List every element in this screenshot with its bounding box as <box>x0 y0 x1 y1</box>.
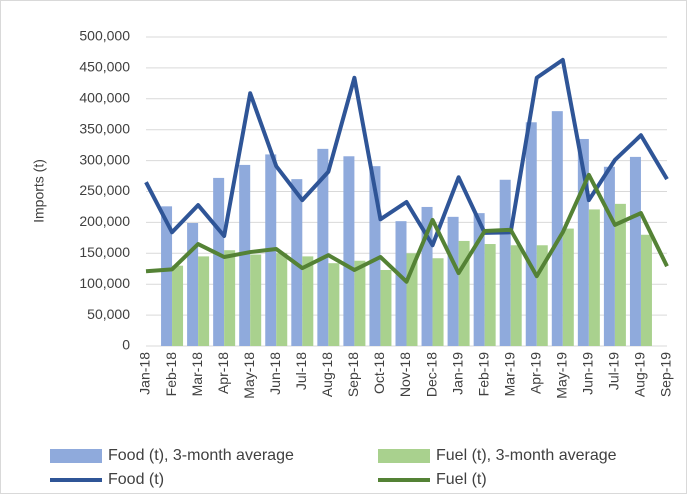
x-tick-label: Jun-18 <box>267 352 283 395</box>
bar <box>562 228 574 346</box>
y-tick-label: 350,000 <box>79 120 130 136</box>
y-tick-label: 100,000 <box>79 275 130 291</box>
bar <box>432 258 444 346</box>
y-axis-title: Imports (t) <box>31 159 47 223</box>
bar <box>354 260 366 346</box>
y-tick-label: 500,000 <box>79 28 130 44</box>
bar <box>551 111 563 346</box>
legend-label: Fuel (t), 3-month average <box>436 447 617 464</box>
bar <box>499 179 511 346</box>
bar <box>250 254 262 346</box>
x-tick-label: Mar-18 <box>189 352 205 397</box>
x-tick-label: Aug-19 <box>632 352 648 397</box>
bar <box>577 138 589 346</box>
x-tick-label: Jul-19 <box>606 352 622 390</box>
bar <box>406 253 418 346</box>
x-tick-label: Sep-19 <box>658 352 674 397</box>
bar <box>473 213 485 346</box>
legend-swatch <box>50 449 102 463</box>
bar <box>458 240 470 346</box>
x-tick-label: May-19 <box>554 352 570 399</box>
bar <box>536 245 548 346</box>
bar <box>447 216 459 346</box>
y-tick-label: 150,000 <box>79 244 130 260</box>
bar <box>213 177 225 346</box>
legend-label: Fuel (t) <box>436 471 487 488</box>
bar <box>629 156 641 346</box>
line <box>145 172 669 284</box>
bar <box>187 223 199 346</box>
bar <box>198 256 210 346</box>
bar <box>224 250 236 346</box>
x-tick-label: May-18 <box>241 352 257 399</box>
bar <box>525 122 537 346</box>
y-tick-label: 0 <box>122 337 130 353</box>
bar <box>640 234 652 346</box>
x-tick-label: Feb-19 <box>475 352 491 397</box>
legend-label: Food (t), 3-month average <box>108 447 294 464</box>
bar <box>510 245 522 346</box>
bar <box>343 156 355 346</box>
bar <box>395 221 407 346</box>
y-tick-label: 50,000 <box>87 306 130 322</box>
bar <box>421 206 433 346</box>
bar <box>302 256 314 346</box>
bar <box>603 166 615 346</box>
x-tick-label: Nov-18 <box>397 352 413 397</box>
bar <box>172 265 184 346</box>
x-tick-label: Apr-19 <box>527 352 543 394</box>
bar <box>369 166 381 346</box>
line <box>144 57 669 248</box>
x-tick-label: Sep-18 <box>345 352 361 397</box>
bar <box>484 244 496 346</box>
y-tick-label: 300,000 <box>79 151 130 167</box>
bar <box>161 206 173 346</box>
x-tick-label: Jan-18 <box>137 352 153 395</box>
x-tick-label: Jun-19 <box>580 352 596 395</box>
x-tick-label: Oct-18 <box>371 352 387 394</box>
x-tick-label: Jul-18 <box>293 352 309 390</box>
y-tick-label: 450,000 <box>79 59 130 75</box>
bar <box>380 269 392 346</box>
bar <box>588 209 600 346</box>
x-tick-label: Feb-18 <box>163 352 179 397</box>
y-tick-label: 400,000 <box>79 90 130 106</box>
y-tick-label: 200,000 <box>79 213 130 229</box>
x-tick-label: Mar-19 <box>501 352 517 397</box>
bar <box>328 263 340 346</box>
bar <box>239 164 251 346</box>
x-tick-label: Aug-18 <box>319 352 335 397</box>
bar <box>614 203 626 346</box>
x-tick-label: Dec-18 <box>423 352 439 397</box>
y-tick-label: 250,000 <box>79 182 130 198</box>
x-tick-label: Jan-19 <box>449 352 465 395</box>
legend-swatch <box>378 449 430 463</box>
bar <box>276 253 288 346</box>
bar <box>317 148 329 346</box>
x-tick-label: Apr-18 <box>215 352 231 394</box>
legend-label: Food (t) <box>108 471 164 488</box>
